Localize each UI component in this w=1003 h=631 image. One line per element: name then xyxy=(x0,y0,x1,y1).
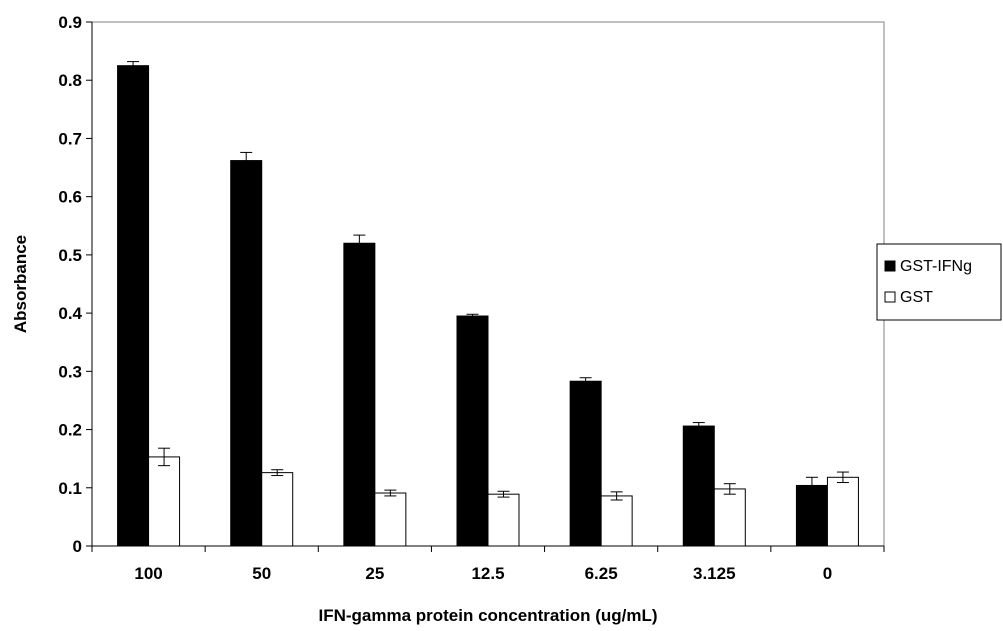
bar xyxy=(713,488,746,547)
x-tick-label: 6.25 xyxy=(585,564,618,583)
bar xyxy=(230,160,263,547)
x-tick-label: 25 xyxy=(365,564,384,583)
bar xyxy=(261,472,294,547)
y-tick-label: 0.8 xyxy=(58,71,82,90)
axes-layer xyxy=(86,21,885,552)
y-tick-label: 0.5 xyxy=(58,246,82,265)
legend-label-gst: GST xyxy=(900,289,933,306)
y-tick-label: 0.7 xyxy=(58,129,82,148)
y-tick-label: 0.1 xyxy=(58,479,82,498)
y-tick-label: 0.9 xyxy=(58,13,82,32)
legend: GST-IFNg GST xyxy=(876,243,1002,321)
y-tick-labels: 0 0.1 0.2 0.3 0.4 0.5 0.6 0.7 0.8 0.9 xyxy=(58,13,82,556)
x-tick-label: 12.5 xyxy=(471,564,504,583)
y-tick-label: 0 xyxy=(73,537,82,556)
bar xyxy=(569,380,602,547)
x-axis-title: IFN-gamma protein concentration (ug/mL) xyxy=(318,606,657,625)
bar xyxy=(148,456,181,547)
bar xyxy=(682,425,715,547)
x-tick-label: 50 xyxy=(252,564,271,583)
y-axis-title: Absorbance xyxy=(11,235,30,333)
legend-label-gst-ifng: GST-IFNg xyxy=(900,258,972,275)
y-tick-label: 0.2 xyxy=(58,421,82,440)
bar xyxy=(600,495,633,547)
legend-swatch-gst xyxy=(884,291,896,303)
bar xyxy=(117,65,150,547)
bar xyxy=(795,484,828,547)
x-tick-label: 0 xyxy=(823,564,832,583)
bar xyxy=(487,493,520,547)
bar xyxy=(374,492,407,547)
x-tick-label: 3.125 xyxy=(693,564,736,583)
y-tick-label: 0.3 xyxy=(58,362,82,381)
bar xyxy=(343,242,376,547)
y-tick-label: 0.4 xyxy=(58,304,82,323)
bar xyxy=(826,476,859,547)
bar xyxy=(456,315,489,547)
legend-swatch-gst-ifng xyxy=(884,260,896,272)
x-tick-label: 100 xyxy=(134,564,162,583)
y-tick-label: 0.6 xyxy=(58,188,82,207)
x-tick-labels: 100 50 25 12.5 6.25 3.125 0 xyxy=(134,564,832,583)
error-bars-layer xyxy=(127,61,849,501)
legend-box xyxy=(876,243,1002,321)
